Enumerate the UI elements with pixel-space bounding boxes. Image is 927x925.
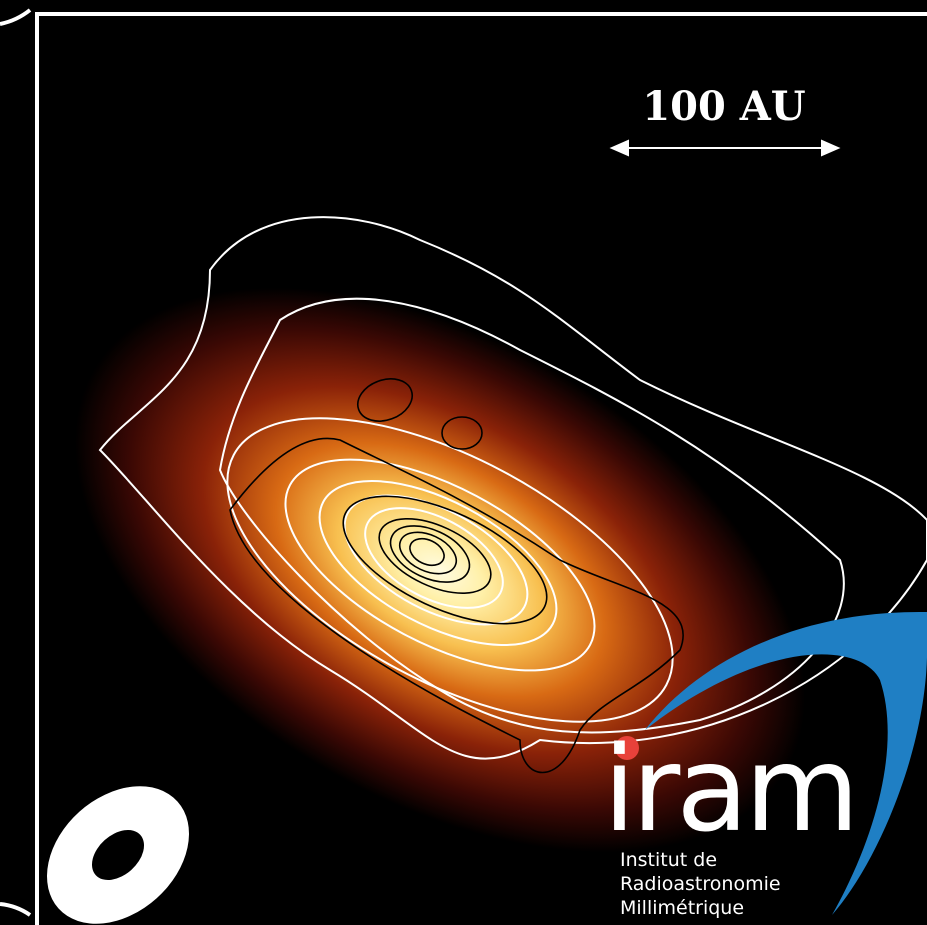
page: {"scale_bar": {"label": "100 AU"}, "logo… (0, 0, 927, 925)
logo-line: Millimétrique (620, 897, 744, 919)
image: 100 AU iram Institut de Radioastronomie … (0, 0, 927, 925)
logo-name: iram (603, 720, 856, 858)
logo-line: Radioastronomie (620, 873, 781, 895)
logo-line: Institut de (620, 849, 717, 871)
scale-label: 100 AU (642, 83, 805, 130)
